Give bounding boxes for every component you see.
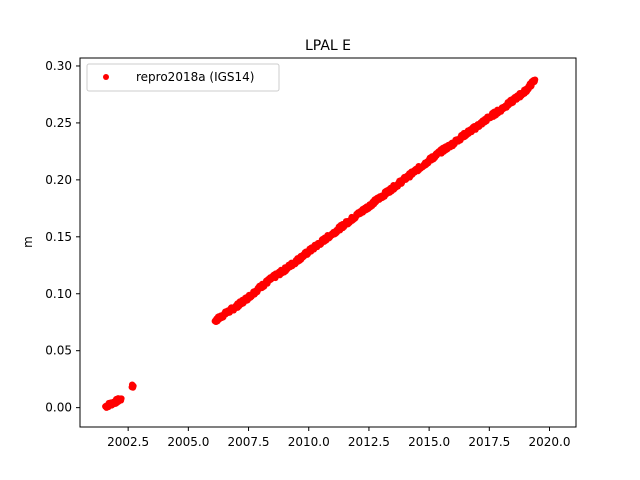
x-tick-label: 2012.5: [348, 435, 390, 449]
legend-marker: [103, 74, 109, 80]
y-tick-label: 0.00: [45, 401, 72, 415]
y-axis-label: m: [21, 236, 35, 248]
data-point: [117, 397, 125, 404]
y-tick-label: 0.20: [45, 173, 72, 187]
legend: repro2018a (IGS14): [86, 63, 280, 92]
x-tick-label: 2005.0: [167, 435, 209, 449]
x-tick-label: 2015.0: [408, 435, 450, 449]
y-tick-label: 0.10: [45, 287, 72, 301]
x-tick-label: 2017.5: [468, 435, 510, 449]
x-tick-label: 2007.5: [228, 435, 270, 449]
x-tick-label: 2010.0: [288, 435, 330, 449]
y-tick-label: 0.25: [45, 116, 72, 130]
chart-title: LPAL E: [305, 38, 351, 54]
x-tick-label: 2002.5: [107, 435, 149, 449]
plot-area: [79, 57, 577, 428]
data-point: [531, 78, 538, 85]
x-tick-label: 2020.0: [529, 435, 571, 449]
y-tick-label: 0.15: [45, 230, 72, 244]
y-tick-label: 0.30: [45, 59, 72, 73]
y-tick-label: 0.05: [45, 344, 72, 358]
legend-label: repro2018a (IGS14): [136, 70, 254, 84]
legend-box: [86, 63, 280, 92]
data-point: [129, 384, 137, 391]
